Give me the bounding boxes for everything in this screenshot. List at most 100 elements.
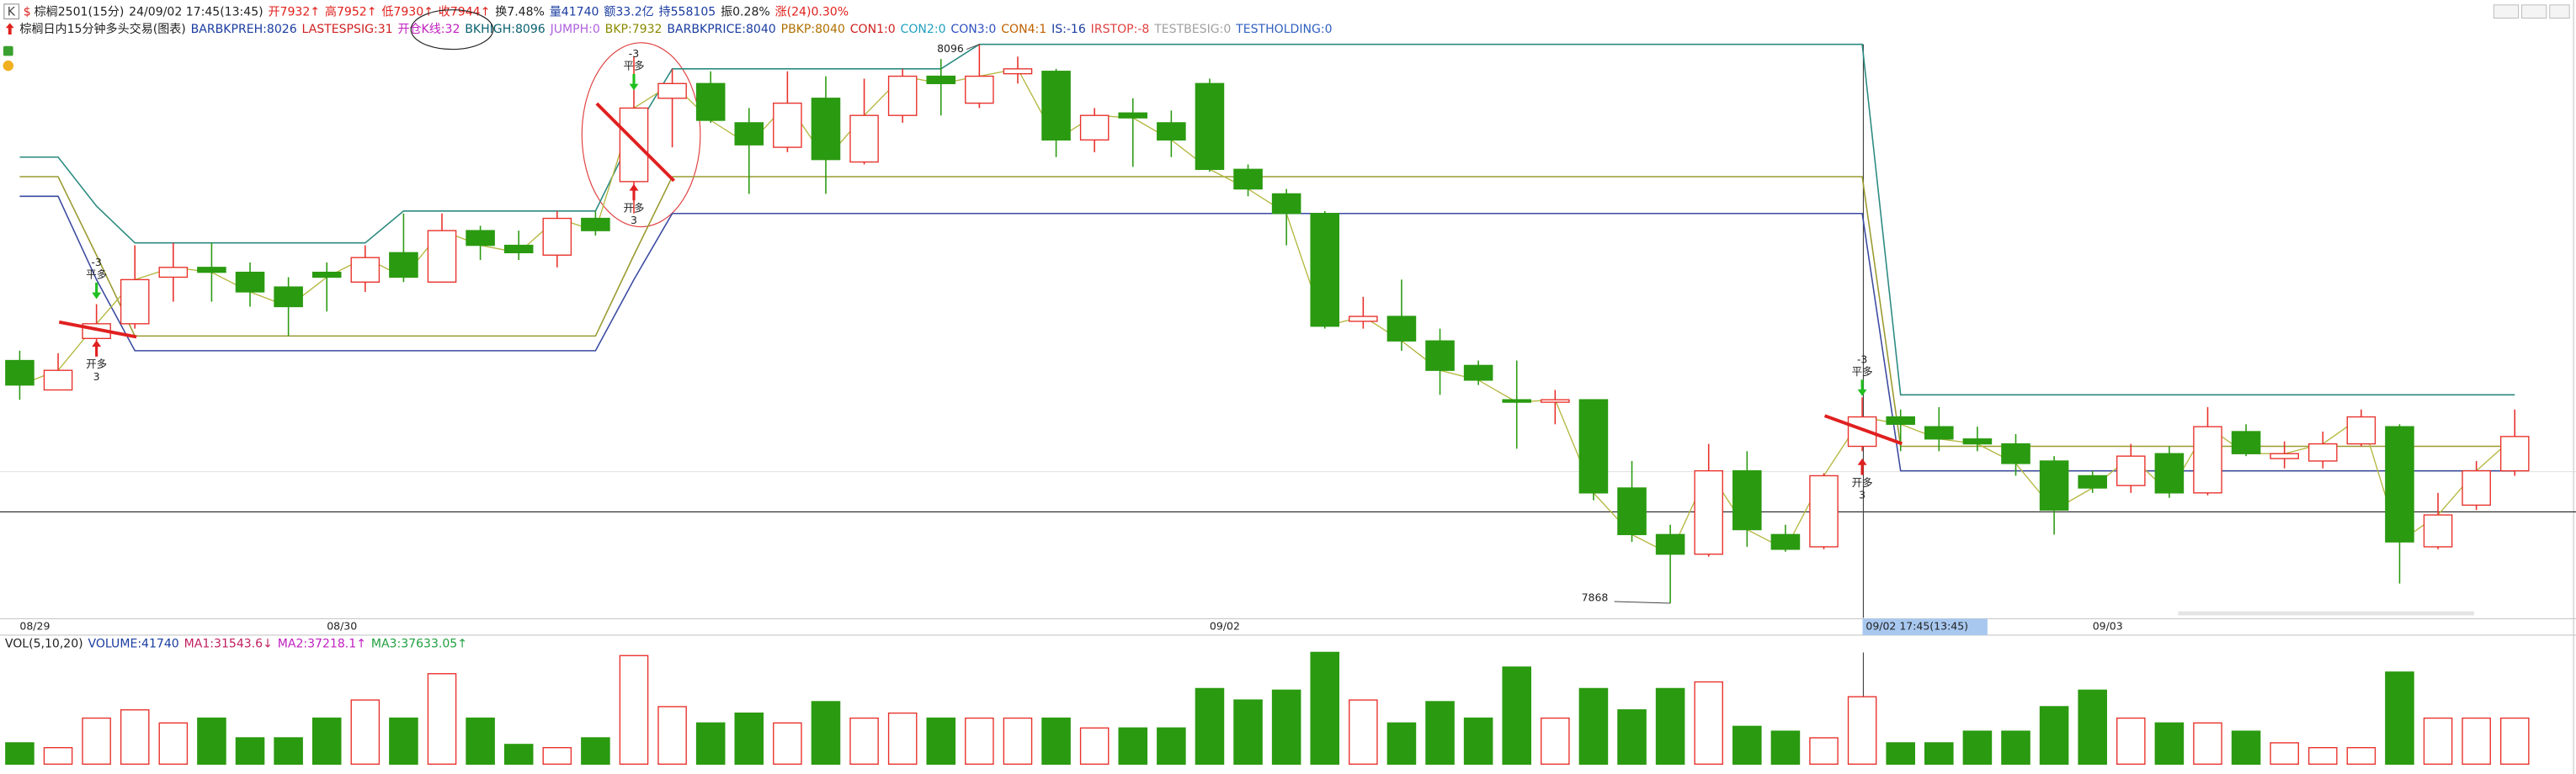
volume-title: VOL(5,10,20) (5, 638, 83, 651)
signal-open-amount: 3 (631, 214, 637, 226)
candle-body (311, 271, 342, 278)
signal-close-label: 平多 (86, 268, 107, 281)
volume-bar (311, 717, 342, 765)
quote-item: 低7930↑ (381, 6, 434, 19)
volume-bar (1770, 730, 1801, 765)
volume-bar (1962, 730, 1993, 765)
quote-item: 换7.48% (495, 5, 545, 19)
candle-body (1157, 122, 1186, 141)
signal-close-amount: -3 (629, 47, 639, 60)
volume-bar (43, 747, 73, 765)
indicator-item: CON2:0 (901, 23, 946, 36)
volume-header: VOL(5,10,20) VOLUME:41740 MA1:31543.6↓ MA2:… (5, 638, 467, 651)
volume-bar (82, 717, 111, 765)
k-badge-box[interactable] (3, 3, 19, 19)
candle-body (2346, 416, 2376, 445)
signal-open-amount: 3 (1859, 488, 1865, 501)
candle-body (1924, 426, 1954, 440)
volume-bar (2231, 730, 2261, 765)
indicator-item: JUMPH:0 (550, 23, 600, 36)
candle-body (887, 75, 918, 116)
quote-item: 量41740 (550, 6, 599, 19)
volume-bar (1003, 717, 1033, 765)
candle-body (2078, 474, 2107, 489)
volume-bar (2423, 717, 2453, 765)
min-label: 7868 (1582, 591, 1609, 604)
indicator-item: CON1:0 (850, 23, 896, 36)
candle-body (695, 82, 726, 121)
volume-bar (1157, 727, 1186, 765)
plot-area: 08/29 08/30 09/02 09/03 09/02 17:45(13:45) 80… (5, 42, 2530, 765)
max-leader (966, 44, 980, 50)
lock-icon[interactable] (3, 45, 13, 56)
volume-bar (1617, 709, 1647, 765)
indicator-title: 棕榈日内15分钟多头交易(图表) (19, 22, 185, 36)
toolbar-button[interactable] (2549, 4, 2570, 19)
volume-bar (427, 673, 457, 765)
volume-bar (1502, 666, 1532, 765)
hand-drawn-circle (410, 9, 494, 50)
drawn-stroke (58, 320, 137, 339)
toolbar-button[interactable] (2521, 4, 2547, 19)
candle-body (1962, 438, 1993, 445)
volume-bar (1349, 699, 1378, 765)
candle-body (2270, 453, 2299, 459)
scrollbar[interactable] (2178, 611, 2474, 616)
candle-body (427, 230, 457, 283)
x-tick-label: 09/03 (2093, 620, 2123, 633)
candle-body (120, 278, 150, 325)
candle-body (1310, 213, 1340, 327)
signal-close-amount: -3 (1857, 353, 1867, 365)
candle-body (619, 107, 649, 183)
quote-item: 涨(24)0.30% (775, 6, 849, 19)
status-icon[interactable] (3, 60, 14, 72)
candle-body (1118, 112, 1148, 119)
candle-body (657, 82, 687, 99)
candle-body (1541, 399, 1570, 403)
volume-bar (1386, 722, 1417, 765)
quote-line: K $ 棕榈2501(15分) 24/09/02 17:45(13:45) 开7932↑… (8, 5, 849, 19)
volume-bar (2116, 717, 2146, 765)
signal-open-label: 开多 (624, 202, 645, 215)
volume-bar (1195, 687, 1225, 765)
toolbar-button[interactable] (2493, 4, 2520, 19)
drawn-stroke (595, 102, 676, 183)
symbol-icon: $ (24, 6, 31, 19)
volume-bar (158, 722, 189, 765)
signal-arrow-up (92, 340, 102, 357)
volume-bar (657, 706, 687, 765)
drawn-stroke (1823, 414, 1903, 446)
level-line (19, 176, 2515, 448)
volume-bar (1425, 701, 1455, 765)
candle-body (1349, 315, 1378, 322)
signal-arrow-down (1857, 379, 1867, 396)
volume-bar (1924, 742, 1954, 765)
indicator-item: 开仓K线:32 (397, 23, 460, 36)
candle-body (1425, 340, 1455, 371)
x-tick-label: 09/02 (1210, 620, 1240, 633)
candle-body (1694, 469, 1723, 555)
candle-body (503, 244, 534, 254)
volume-bar (581, 737, 610, 765)
volume-bar (2154, 722, 2185, 765)
symbol-title: 棕榈2501(15分) (35, 6, 125, 19)
signal-arrow-down (629, 73, 639, 91)
volume-bar (1271, 689, 1301, 765)
candle-body (1578, 399, 1609, 494)
volume-bar (2385, 671, 2414, 765)
candle-body (1003, 68, 1033, 75)
volume-bar (350, 699, 381, 765)
candle-body (43, 369, 73, 391)
volume-bar (1541, 717, 1570, 765)
volume-bar (734, 712, 764, 765)
quote-item: 收7944↑ (439, 6, 491, 19)
candle-body (1809, 474, 1839, 548)
signal-open-label: 开多 (86, 358, 107, 370)
indicator-item: IRSTOP:-8 (1091, 23, 1150, 36)
signal-arrow-up (629, 183, 639, 201)
crosshair-label-box (1862, 618, 1988, 635)
volume-bar (1809, 737, 1839, 765)
signal-close-label: 平多 (624, 60, 645, 72)
volume-bar (1886, 742, 1915, 765)
